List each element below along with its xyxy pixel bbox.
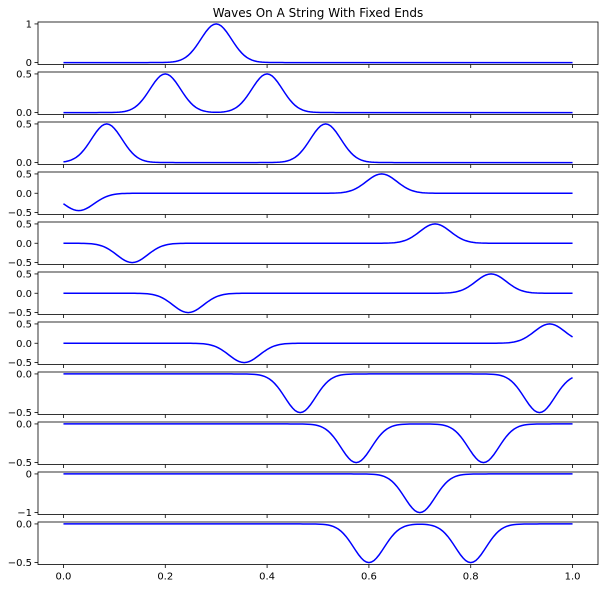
y-tick-label-11-2: 0.0 bbox=[16, 519, 32, 530]
y-tick-label-9-1: −0.5 bbox=[8, 458, 32, 469]
wave-line-1 bbox=[63, 23, 573, 64]
y-tick-label-6-1: −0.5 bbox=[8, 308, 32, 319]
y-tick-label-7-3: 0.5 bbox=[16, 319, 32, 330]
subplot-1: 01 bbox=[26, 19, 599, 69]
y-tick-label-6-3: 0.5 bbox=[16, 269, 32, 280]
x-tick-label-1: 0.0 bbox=[56, 572, 72, 583]
y-tick-label-9-2: 0.0 bbox=[16, 419, 32, 430]
axes-frame-2 bbox=[37, 71, 599, 115]
y-tick-label-4-2: 0.0 bbox=[16, 189, 32, 200]
wave-line-6 bbox=[63, 273, 573, 314]
subplot-3: 0.0 0.5 bbox=[16, 119, 599, 169]
y-tick-label-5-3: 0.5 bbox=[16, 219, 32, 230]
y-tick-label-10-1: −1 bbox=[17, 508, 32, 519]
x-tick-label-6: 1.0 bbox=[565, 572, 581, 583]
wave-line-10 bbox=[63, 473, 573, 514]
subplot-stack: 010.00.50.00.5−0.50.00.5−0.50.00.5−0.50.… bbox=[8, 19, 599, 583]
x-tick-label-4: 0.6 bbox=[361, 572, 377, 583]
subplot-11: −0.5 0.0 bbox=[8, 519, 599, 569]
y-tick-label-3-1: 0.0 bbox=[16, 158, 32, 169]
chart-title: Waves On A String With Fixed Ends bbox=[213, 6, 424, 20]
subplot-9: −0.5 0.0 bbox=[8, 419, 599, 469]
axes-frame-1 bbox=[37, 21, 599, 65]
x-tick-label-2: 0.2 bbox=[157, 572, 173, 583]
y-tick-label-1-2: 1 bbox=[26, 19, 32, 30]
y-tick-label-6-2: 0.0 bbox=[16, 289, 32, 300]
subplot-4: −0.5 0.0 0.5 bbox=[8, 169, 599, 219]
y-tick-label-3-2: 0.5 bbox=[16, 119, 32, 130]
subplot-10: −1 0 bbox=[17, 469, 599, 519]
y-tick-label-7-1: −0.5 bbox=[8, 358, 32, 369]
subplot-2: 0.0 0.5 bbox=[16, 69, 599, 119]
axes-frame-3 bbox=[37, 121, 599, 165]
x-tick-label-5: 0.8 bbox=[463, 572, 479, 583]
y-tick-label-10-2: 0 bbox=[26, 469, 32, 480]
axes-frame-10 bbox=[37, 471, 599, 515]
wave-line-7 bbox=[63, 323, 573, 364]
axes-frame-8 bbox=[37, 371, 599, 415]
wave-line-9 bbox=[63, 423, 573, 464]
y-tick-label-11-1: −0.5 bbox=[8, 558, 32, 569]
wave-line-3 bbox=[63, 123, 573, 164]
y-tick-label-5-2: 0.0 bbox=[16, 239, 32, 250]
y-tick-label-4-1: −0.5 bbox=[8, 208, 32, 219]
y-tick-label-2-2: 0.5 bbox=[16, 69, 32, 80]
x-tick-label-3: 0.4 bbox=[259, 572, 275, 583]
y-tick-label-1-1: 0 bbox=[26, 58, 32, 69]
wave-line-8 bbox=[63, 373, 573, 414]
wave-line-2 bbox=[63, 73, 573, 114]
subplot-8: −0.5 0.0 bbox=[8, 369, 599, 419]
y-tick-label-8-2: 0.0 bbox=[16, 369, 32, 380]
wave-line-4 bbox=[63, 173, 573, 212]
subplot-5: −0.5 0.0 0.5 bbox=[8, 219, 599, 269]
wave-line-11 bbox=[63, 523, 573, 564]
x-axis-labels: 0.0 0.2 0.4 0.6 0.8 1.0 bbox=[56, 572, 581, 583]
subplot-7: −0.5 0.0 0.5 bbox=[8, 319, 599, 369]
y-tick-label-5-1: −0.5 bbox=[8, 258, 32, 269]
axes-frame-11 bbox=[37, 521, 599, 565]
y-tick-label-2-1: 0.0 bbox=[16, 108, 32, 119]
subplot-6: −0.5 0.0 0.5 bbox=[8, 269, 599, 319]
wave-line-5 bbox=[63, 223, 573, 264]
axes-frame-9 bbox=[37, 421, 599, 465]
y-tick-label-4-3: 0.5 bbox=[16, 169, 32, 180]
y-tick-label-8-1: −0.5 bbox=[8, 408, 32, 419]
y-tick-label-7-2: 0.0 bbox=[16, 339, 32, 350]
